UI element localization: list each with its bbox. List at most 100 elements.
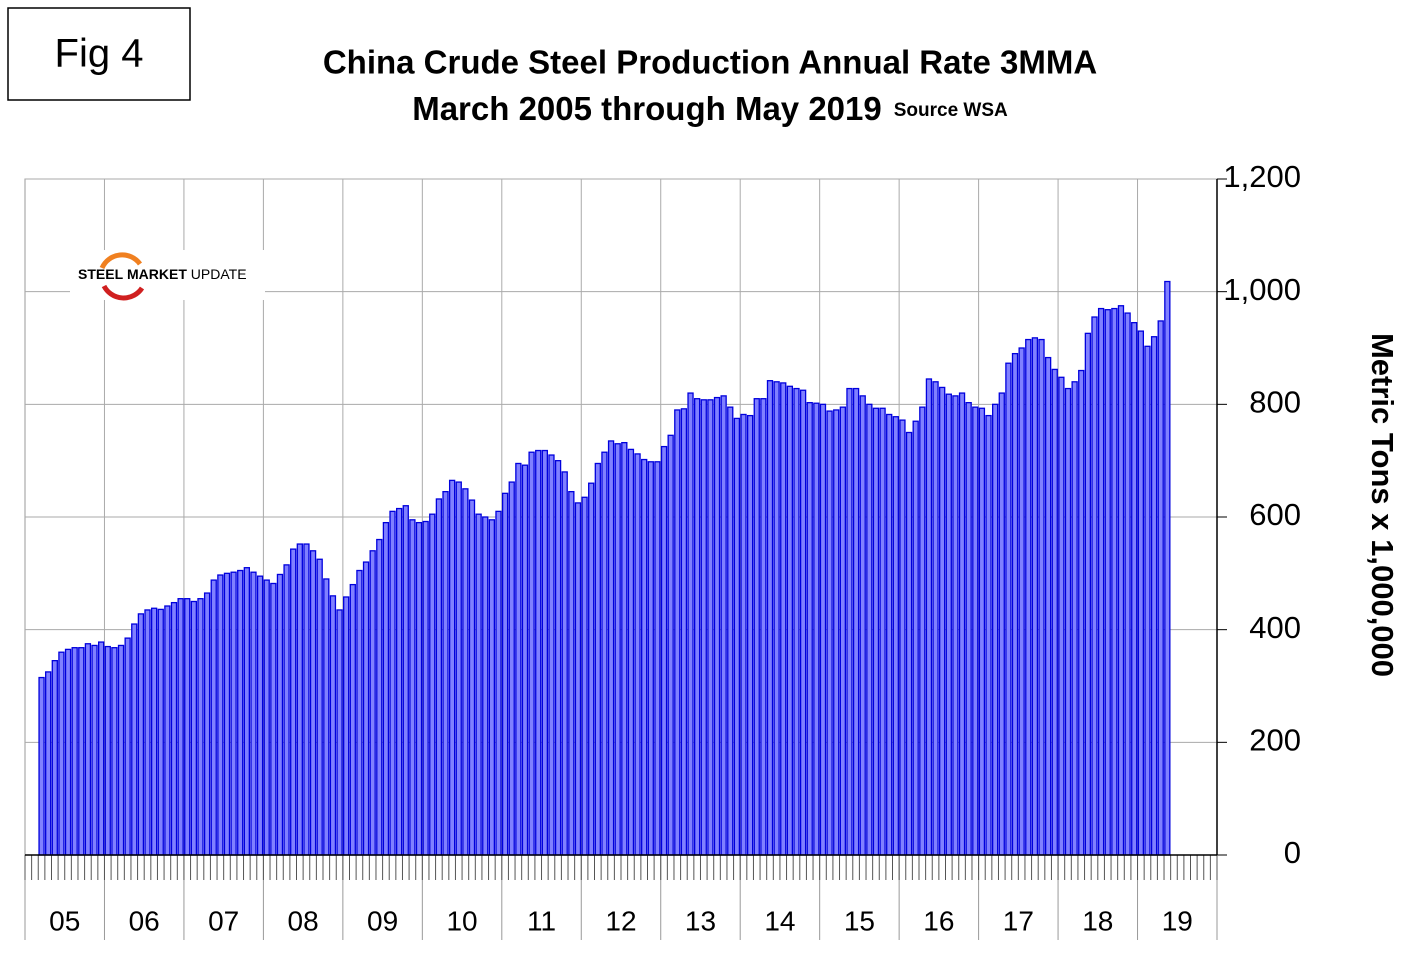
bar [462,488,469,856]
bar [1164,280,1171,856]
bar [991,403,999,856]
bar [1117,305,1125,856]
bar [985,414,992,856]
bar [71,647,78,856]
x-tick-label: 08 [288,905,319,936]
bar [402,505,409,856]
bar [687,392,694,856]
bar [157,608,164,856]
bar [336,609,343,856]
bar [660,445,668,856]
bar [45,671,52,856]
bar [1111,307,1118,856]
bar [468,499,476,856]
bar [945,393,952,856]
bar [323,578,330,856]
bar [601,451,608,856]
bar [713,396,721,856]
chart-title: China Crude Steel Production Annual Rate… [323,44,1097,81]
bar [256,575,264,856]
bar [786,385,794,856]
bar [978,407,986,856]
bar [766,380,774,856]
x-tick-label: 10 [446,905,477,936]
logo-text: STEEL MARKET UPDATE [78,266,247,282]
source-note: Source WSA [894,100,1008,121]
bar [1044,356,1052,856]
x-tick-label: 16 [923,905,954,936]
bar [826,410,833,856]
bar [912,420,919,856]
x-tick-label: 17 [1003,905,1034,936]
bar [1091,316,1098,856]
bar [1018,347,1025,856]
bar [846,387,853,856]
bar [1038,338,1045,856]
bar [150,607,158,856]
bar [316,558,323,856]
bar [568,490,575,856]
logo-background [70,250,265,300]
bar [1011,352,1019,856]
bar [164,605,171,856]
bar [223,572,231,856]
bar [369,550,376,856]
bar [170,601,178,856]
x-tick-label: 13 [685,905,716,936]
bar [852,387,860,856]
bar [329,595,337,856]
bar [872,407,880,856]
bar [309,550,317,856]
bar [515,462,522,856]
y-tick-label: 1,200 [1223,159,1301,194]
bar [448,479,456,856]
bar [263,579,270,856]
bar [203,592,211,856]
bar [1104,309,1111,856]
bar [415,521,423,856]
bar [528,451,535,856]
bar [932,381,939,856]
bar [535,449,542,856]
bar [899,419,906,856]
x-tick-label: 19 [1162,905,1193,936]
bar [508,481,515,856]
bar [886,413,893,856]
bar [38,676,45,856]
bar [581,496,588,856]
bar [1051,368,1058,856]
bar [104,645,111,856]
bar [919,406,926,856]
bar [1157,320,1164,856]
bar [753,398,760,856]
bar [819,403,827,856]
logo-word: STEEL [78,266,124,282]
logo: STEEL MARKET UPDATE [70,250,265,301]
bar [190,600,198,856]
chart-subtitle-line: March 2005 through May 2019 Source WSA [412,90,1008,127]
bar [137,613,145,856]
bar [707,399,714,856]
logo-word: UPDATE [191,266,247,282]
bar [382,521,390,856]
bar [177,598,184,856]
bar [78,647,85,856]
logo-word: MARKET [127,266,187,282]
chart-subtitle: March 2005 through May 2019 [412,90,882,127]
bar [607,440,615,856]
bar [627,448,635,856]
bar [488,519,496,856]
bar [283,564,290,856]
bar [1064,387,1072,856]
bar [343,596,350,856]
bar [733,417,741,856]
x-tick-label: 15 [844,905,875,936]
bar [84,643,92,856]
bar [1150,336,1158,856]
bar [554,460,562,856]
bar [296,543,303,856]
bar [614,443,621,856]
logo-arc [101,284,145,301]
bar [230,571,237,856]
bar [813,402,820,856]
